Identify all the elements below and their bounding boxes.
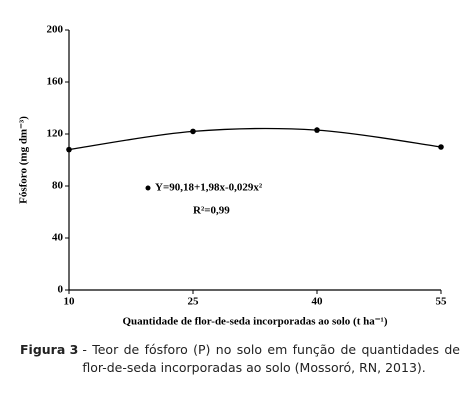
- point: [66, 146, 72, 153]
- point: [438, 144, 444, 150]
- y-axis-label: Fósforo (mg dm⁻³): [18, 116, 30, 204]
- trend-curve: [68, 127, 442, 151]
- x-tick-label: 10: [64, 296, 76, 308]
- x-tick-label: 55: [436, 296, 448, 308]
- caption-text: - Teor de fósforo (P) no solo em função …: [82, 342, 460, 375]
- x-axis-label: Quantidade de flor-de-seda incorporadas …: [122, 316, 387, 328]
- x-tick-label: 40: [312, 296, 324, 308]
- chart: Fósforo (mg dm⁻³) Quantidade de flor-de-…: [18, 24, 448, 328]
- y-tick-label: 40: [52, 232, 64, 244]
- point: [314, 127, 320, 133]
- r-squared: R²=0,99: [193, 205, 230, 217]
- y-tick-label: 200: [47, 24, 64, 36]
- y-tick-label: 160: [47, 76, 64, 88]
- caption-label: Figura 3: [20, 342, 79, 357]
- y-tick-label: 120: [47, 128, 64, 140]
- y-tick-label: 80: [52, 180, 64, 192]
- caption: Figura 3 - Teor de fósforo (P) no solo e…: [20, 341, 460, 376]
- x-tick-label: 25: [188, 296, 200, 308]
- equation-marker: [145, 185, 151, 191]
- equation: Y=90,18+1,98x-0,029x²: [155, 182, 263, 194]
- point: [190, 128, 196, 135]
- y-tick-label: 0: [58, 284, 64, 296]
